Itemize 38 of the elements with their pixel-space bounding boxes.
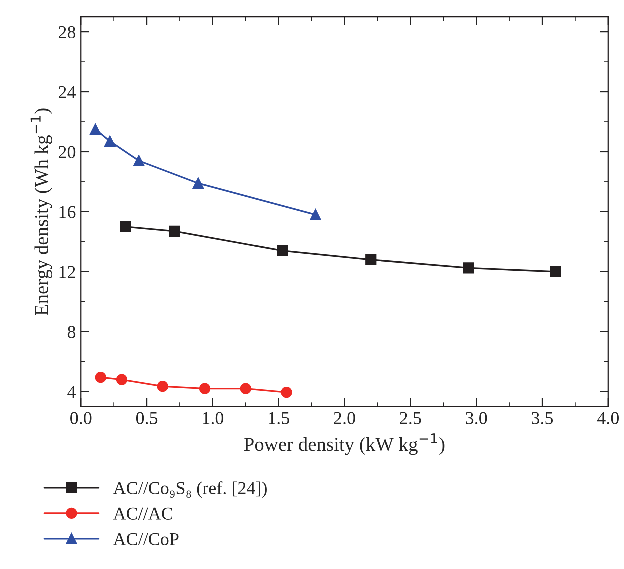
x-tick-label: 3.0 <box>466 412 488 424</box>
point <box>104 136 116 148</box>
y-tick-label: 12 <box>60 266 76 278</box>
point <box>116 374 128 386</box>
point <box>199 383 211 394</box>
x-tick-label: 4.0 <box>597 412 619 424</box>
point <box>277 245 288 256</box>
y-tick-label: 24 <box>58 86 76 98</box>
point <box>281 387 292 398</box>
point <box>95 372 106 384</box>
y-tick-label: 20 <box>58 146 76 158</box>
point <box>463 262 474 274</box>
x-tick-label: 0.5 <box>136 412 158 424</box>
point <box>310 209 322 221</box>
x-tick-label: 1.5 <box>269 412 290 424</box>
legend-label: AC//CoP <box>113 533 179 546</box>
point <box>120 221 132 232</box>
x-axis-title: Power density (kW kg$^{−1}$) <box>244 434 445 456</box>
x-tick-label: 3.5 <box>532 412 554 424</box>
x-tick-label: 2.5 <box>400 412 422 424</box>
x-tick-label: 1.0 <box>203 412 224 424</box>
point <box>169 226 180 237</box>
x-tick-label: 2.0 <box>334 412 356 424</box>
y-tick-label: 4 <box>68 386 76 398</box>
point <box>90 124 102 136</box>
point <box>550 266 562 278</box>
y-axis-title: Energy density (Wh kg$^{−1}$) <box>30 108 52 316</box>
y-tick-label: 16 <box>60 206 76 218</box>
legend-label: AC//AC <box>113 508 172 520</box>
point <box>366 254 377 266</box>
point <box>240 383 252 394</box>
legend-label: AC//Co₉S₈ (ref. [24]) <box>113 482 267 498</box>
y-tick-label: 28 <box>58 26 76 39</box>
point <box>134 155 145 167</box>
y-tick-label: 8 <box>68 326 76 338</box>
x-tick-label: 0.0 <box>70 412 92 424</box>
point <box>192 178 204 190</box>
point <box>157 381 168 392</box>
